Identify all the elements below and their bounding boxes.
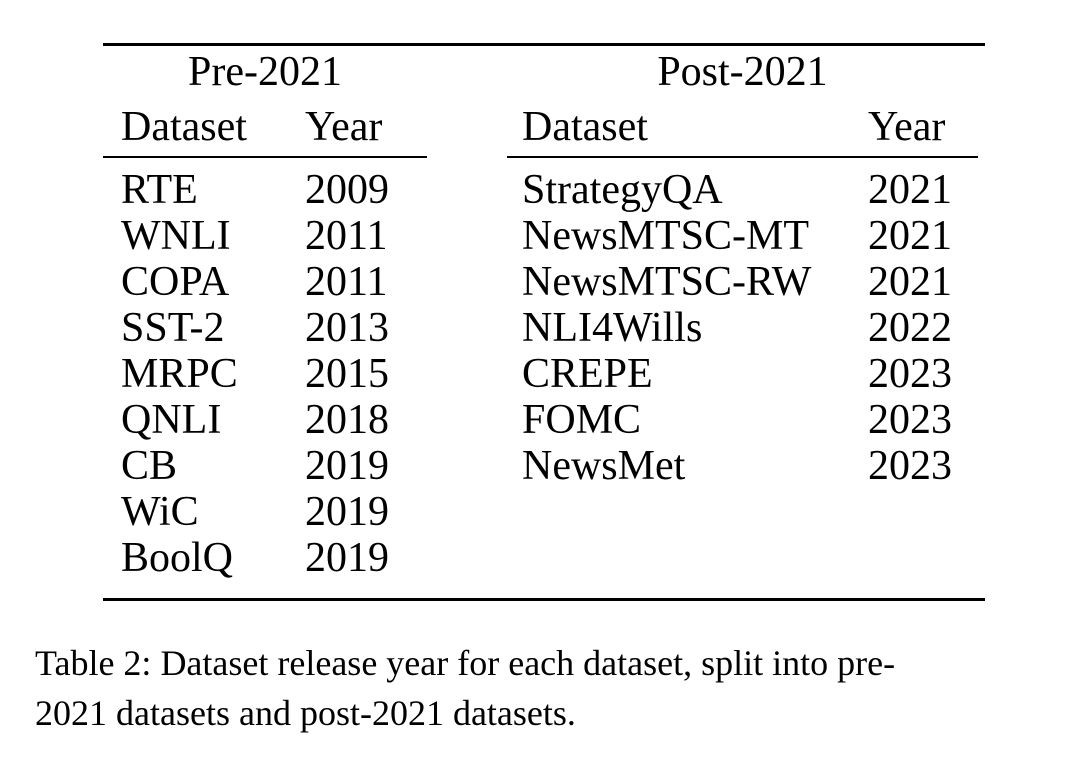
- group-title-pre-2021: Pre-2021: [188, 49, 342, 95]
- caption-line: 2021 datasets and post-2021 datasets.: [35, 693, 576, 733]
- dataset-cell: NewsMTSC-MT: [522, 213, 810, 259]
- year-cell: 2009: [305, 167, 389, 213]
- dataset-cell: FOMC: [522, 397, 642, 443]
- dataset-cell: NewsMTSC-RW: [522, 259, 812, 305]
- dataset-cell: BoolQ: [121, 535, 234, 581]
- column-headers: Dataset Year: [507, 98, 978, 158]
- year-cell: 2021: [868, 259, 952, 305]
- dataset-column-header: Dataset: [522, 104, 648, 150]
- dataset-cell: WiC: [121, 489, 199, 535]
- table-halves: Pre-2021 Dataset Year RTE 2009 WNLI 2011…: [103, 46, 985, 598]
- year-cell: 2013: [305, 305, 389, 351]
- dataset-cell: COPA: [121, 259, 230, 305]
- dataset-cell: SST-2: [121, 305, 225, 351]
- column-headers: Dataset Year: [103, 98, 427, 158]
- dataset-cell: StrategyQA: [522, 167, 723, 213]
- year-cell: 2023: [868, 351, 952, 397]
- year-cell: 2023: [868, 397, 952, 443]
- table-caption: Table 2: Dataset release year for each d…: [35, 638, 1059, 738]
- year-cell: 2011: [305, 259, 388, 305]
- table-body: StrategyQA 2021 NewsMTSC-MT 2021 NewsMTS…: [507, 158, 978, 506]
- year-cell: 2023: [868, 443, 952, 489]
- year-cell: 2019: [305, 489, 389, 535]
- year-cell: 2011: [305, 213, 388, 259]
- dataset-cell: CB: [121, 443, 178, 489]
- table-row: NewsMTSC-RW 2021: [507, 259, 978, 305]
- table-row: FOMC 2023: [507, 397, 978, 443]
- table-row: WNLI 2011: [103, 213, 427, 259]
- table-row: CB 2019: [103, 443, 427, 489]
- table-row: SST-2 2013: [103, 305, 427, 351]
- group-title-post-2021: Post-2021: [657, 49, 828, 95]
- year-cell: 2021: [868, 213, 952, 259]
- year-cell: 2018: [305, 397, 389, 443]
- table-row: RTE 2009: [103, 167, 427, 213]
- table-row: WiC 2019: [103, 489, 427, 535]
- table-row: NewsMet 2023: [507, 443, 978, 489]
- year-cell: 2021: [868, 167, 952, 213]
- table-row: NewsMTSC-MT 2021: [507, 213, 978, 259]
- dataset-column-header: Dataset: [121, 104, 247, 150]
- dataset-cell: WNLI: [121, 213, 231, 259]
- year-column-header: Year: [305, 104, 383, 150]
- table-row: MRPC 2015: [103, 351, 427, 397]
- table-row: CREPE 2023: [507, 351, 978, 397]
- dataset-cell: RTE: [121, 167, 198, 213]
- table-row: QNLI 2018: [103, 397, 427, 443]
- table-body: RTE 2009 WNLI 2011 COPA 2011 SST-2 2013 …: [103, 158, 427, 598]
- year-column-header: Year: [868, 104, 946, 150]
- dataset-cell: QNLI: [121, 397, 222, 443]
- caption-line: Table 2: Dataset release year for each d…: [35, 643, 896, 683]
- post-2021-section: Post-2021 Dataset Year StrategyQA 2021 N…: [507, 46, 978, 506]
- year-cell: 2019: [305, 535, 389, 581]
- table-row: COPA 2011: [103, 259, 427, 305]
- dataset-cell: NLI4Wills: [522, 305, 703, 351]
- year-cell: 2015: [305, 351, 389, 397]
- table-row: NLI4Wills 2022: [507, 305, 978, 351]
- table-row: BoolQ 2019: [103, 535, 427, 581]
- year-cell: 2022: [868, 305, 952, 351]
- year-cell: 2019: [305, 443, 389, 489]
- datasets-table: Pre-2021 Dataset Year RTE 2009 WNLI 2011…: [103, 43, 985, 601]
- pre-2021-section: Pre-2021 Dataset Year RTE 2009 WNLI 2011…: [103, 46, 427, 598]
- dataset-cell: MRPC: [121, 351, 238, 397]
- dataset-cell: NewsMet: [522, 443, 686, 489]
- table-row: StrategyQA 2021: [507, 167, 978, 213]
- dataset-cell: CREPE: [522, 351, 653, 397]
